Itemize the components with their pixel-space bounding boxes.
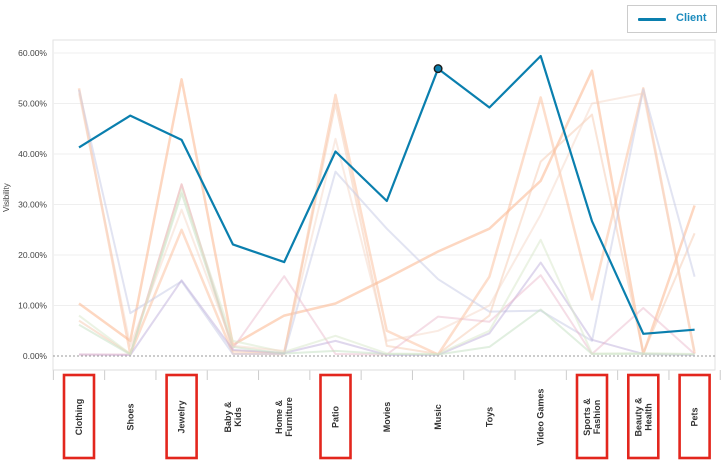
- svg-text:Video Games: Video Games: [536, 389, 546, 446]
- x-tick-label: Pets: [690, 407, 700, 426]
- y-tick-label: 10.00%: [18, 301, 47, 311]
- series-line-client: [78, 54, 695, 335]
- svg-text:Beauty &Health: Beauty &Health: [633, 397, 653, 437]
- svg-text:Music: Music: [433, 404, 443, 430]
- x-tick-label: Beauty &Health: [633, 397, 653, 437]
- x-axis: Clothing Shoes Jewelry Baby &Kids Home &Furn…: [74, 389, 700, 446]
- client-series: [78, 54, 695, 335]
- highlight-box: [575, 373, 609, 460]
- legend-swatch-client: [638, 18, 666, 21]
- series-line-1: [78, 69, 696, 356]
- x-tick-label: Shoes: [125, 403, 135, 430]
- legend-label-client: Client: [676, 12, 707, 24]
- x-tick-label: Sports &Fashion: [582, 398, 602, 436]
- series-line-2: [77, 87, 696, 356]
- svg-text:Patio: Patio: [331, 406, 341, 429]
- y-tick-label: 0.00%: [23, 351, 48, 361]
- x-tick-label: Toys: [484, 407, 494, 427]
- series-line-9: [78, 92, 696, 352]
- svg-text:Toys: Toys: [484, 407, 494, 427]
- x-tick-label: Patio: [331, 406, 341, 429]
- svg-text:Jewelry: Jewelry: [177, 400, 187, 433]
- x-tick-label: Music: [433, 404, 443, 430]
- svg-text:Shoes: Shoes: [125, 403, 135, 430]
- x-tick-label: Home &Furniture: [274, 397, 294, 437]
- svg-text:Movies: Movies: [382, 402, 392, 433]
- y-tick-label: 60.00%: [18, 48, 47, 58]
- svg-text:Home &Furniture: Home &Furniture: [274, 397, 294, 437]
- category-highlights: [62, 373, 711, 460]
- svg-text:Pets: Pets: [690, 407, 700, 426]
- legend[interactable]: Client: [627, 5, 717, 33]
- x-tick-label: Jewelry: [177, 400, 187, 433]
- x-tick-label: Movies: [382, 402, 392, 433]
- svg-text:Sports &Fashion: Sports &Fashion: [582, 398, 602, 436]
- x-axis-separators: [52, 369, 721, 380]
- series-line-3: [78, 102, 696, 355]
- highlight-box: [626, 373, 660, 460]
- series-line-4: [78, 88, 696, 355]
- y-tick-label: 20.00%: [18, 250, 47, 260]
- svg-text:Clothing: Clothing: [74, 399, 84, 436]
- x-tick-label: Clothing: [74, 399, 84, 436]
- highlight-box: [319, 373, 352, 460]
- highlight-box: [165, 373, 198, 460]
- background-series: [77, 69, 696, 356]
- x-tick-label: Video Games: [536, 389, 546, 446]
- y-tick-label: 40.00%: [18, 149, 47, 159]
- client-point-marker: [433, 64, 443, 74]
- y-tick-label: 30.00%: [18, 200, 47, 210]
- y-axis: 0.00% 10.00% 20.00% 30.00% 40.00% 50.00% 60.00…: [18, 48, 47, 361]
- y-axis-label: Visibility: [2, 183, 11, 212]
- y-tick-label: 50.00%: [18, 99, 47, 109]
- highlight-box: [62, 373, 96, 460]
- x-tick-label: Baby &Kids: [223, 401, 243, 433]
- svg-text:Baby &Kids: Baby &Kids: [223, 401, 243, 433]
- highlight-box: [678, 373, 711, 460]
- series-line-8: [78, 188, 695, 355]
